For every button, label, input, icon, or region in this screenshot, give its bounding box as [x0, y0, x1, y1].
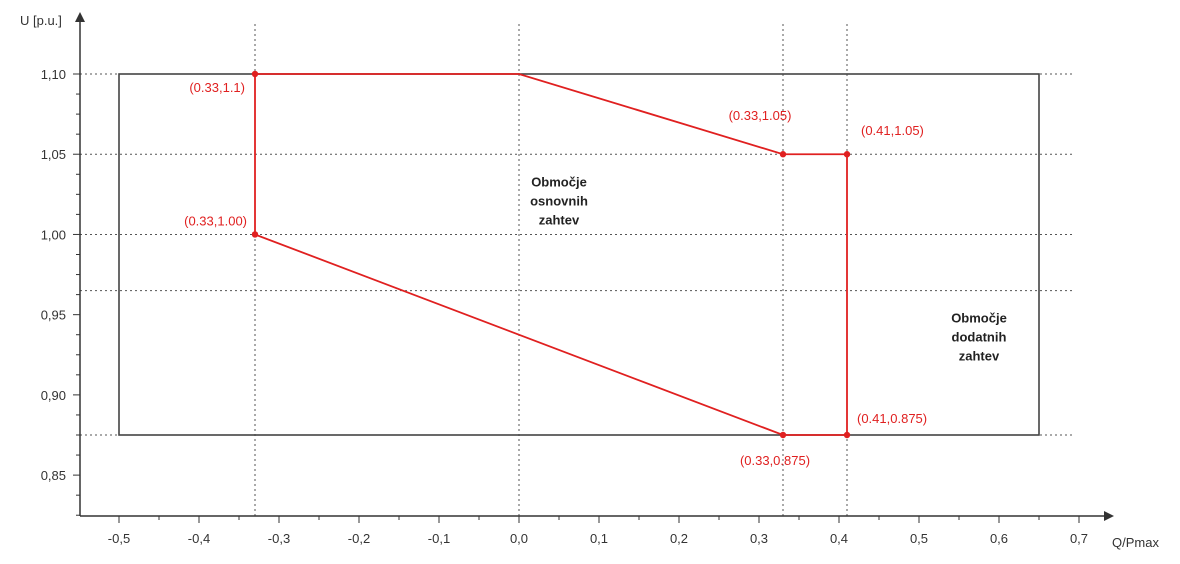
region-label-line: Območje	[531, 174, 587, 189]
y-tick-label: 1,05	[41, 147, 66, 162]
x-tick-label: 0,2	[670, 531, 688, 546]
x-tick-label: 0,1	[590, 531, 608, 546]
point-annotation: (0.41,0.875)	[857, 411, 927, 426]
x-tick-label: -0,4	[188, 531, 210, 546]
x-tick-label: 0,5	[910, 531, 928, 546]
x-tick-label: -0,2	[348, 531, 370, 546]
y-tick-label: 0,95	[41, 308, 66, 323]
region-label-line: dodatnih	[952, 330, 1007, 345]
x-tick-label: -0,3	[268, 531, 290, 546]
point-annotation: (0.33,1.05)	[729, 108, 792, 123]
y-axis-label: U [p.u.]	[20, 13, 62, 28]
x-tick-labels: -0,5 -0,4 -0,3 -0,2 -0,1 0,0 0,1 0,2 0,3 0,4 0,5 0,…	[108, 531, 1088, 546]
basic-requirements-region	[254, 73, 848, 436]
additional-requirements-rectangle	[118, 73, 1040, 436]
x-tick-label: 0,0	[510, 531, 528, 546]
point-annotation: (0.41,1.05)	[861, 123, 924, 138]
data-point-marker	[779, 431, 787, 439]
region-label: Območje dodatnih zahtev	[951, 311, 1007, 364]
x-tick-label: 0,7	[1070, 531, 1088, 546]
y-tick-label: 1,10	[41, 67, 66, 82]
data-point-marker	[779, 151, 787, 158]
x-tick-label: 0,3	[750, 531, 768, 546]
x-tick-label: 0,4	[830, 531, 848, 546]
data-point-marker	[843, 151, 851, 158]
x-tick-label: -0,1	[428, 531, 450, 546]
region-label-line: Območje	[951, 311, 1007, 326]
region-label-line: zahtev	[539, 212, 580, 227]
axis-ticks	[73, 73, 1080, 523]
grid-lines	[80, 24, 1075, 516]
point-annotation: (0.33,1.1)	[189, 80, 245, 95]
data-point-marker	[843, 431, 851, 439]
data-point-marker	[251, 231, 259, 238]
point-annotation: (0.33,0.875)	[740, 453, 810, 468]
x-tick-label: -0,5	[108, 531, 130, 546]
y-tick-label: 1,00	[41, 227, 66, 242]
y-tick-label: 0,85	[41, 468, 66, 483]
point-annotation: (0.33,1.00)	[184, 213, 247, 228]
y-tick-label: 0,90	[41, 388, 66, 403]
data-point-marker	[251, 70, 259, 78]
region-label: Območje osnovnih zahtev	[530, 174, 588, 227]
region-labels: Območje osnovnih zahtev Območje dodatnih zaht…	[530, 174, 1007, 363]
region-label-line: osnovnih	[530, 193, 588, 208]
point-annotations: (0.33,1.1) (0.33,1.05) (0.41,1.05) (0.33,1.…	[184, 80, 927, 468]
region-label-line: zahtev	[959, 349, 1000, 364]
y-tick-labels: 0,85 0,90 0,95 1,00 1,05 1,10	[41, 67, 66, 483]
axes: -0,5 -0,4 -0,3 -0,2 -0,1 0,0 0,1 0,2 0,3 0,4 0,5 0,…	[20, 12, 1159, 550]
data-markers	[251, 70, 851, 439]
x-tick-label: 0,6	[990, 531, 1008, 546]
x-axis-label: Q/Pmax	[1112, 535, 1159, 550]
